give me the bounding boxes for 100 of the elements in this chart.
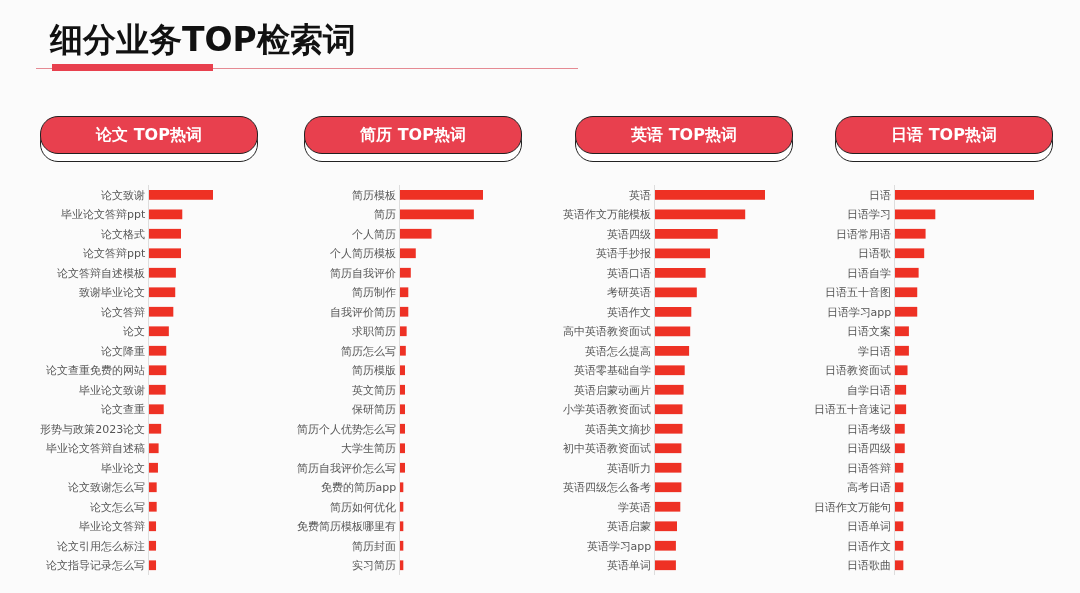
bar bbox=[149, 306, 174, 317]
bar bbox=[149, 423, 162, 434]
chart-title: 英语 TOP热词 bbox=[575, 116, 793, 154]
y-tick-label: 日语四级 bbox=[847, 442, 892, 456]
bar bbox=[655, 482, 682, 493]
y-tick-label: 日语常用语 bbox=[836, 227, 892, 241]
y-tick-label: 英语四级 bbox=[607, 227, 652, 241]
y-tick-label: 简历自我评价 bbox=[330, 266, 397, 280]
bar bbox=[149, 521, 157, 532]
y-tick-label: 日语五十音图 bbox=[825, 286, 892, 300]
bar bbox=[149, 345, 167, 356]
bar bbox=[895, 482, 904, 493]
bar bbox=[895, 345, 909, 356]
y-tick-label: 实习简历 bbox=[352, 559, 397, 573]
y-tick-label: 毕业论文答辩自述稿 bbox=[46, 442, 146, 456]
chart-title: 日语 TOP热词 bbox=[835, 116, 1053, 154]
y-tick-label: 英语作文 bbox=[607, 305, 652, 319]
y-tick-label: 英语启蒙 bbox=[607, 520, 652, 534]
bar bbox=[655, 306, 692, 317]
bar bbox=[895, 189, 1034, 200]
bar bbox=[655, 209, 746, 220]
bar bbox=[400, 306, 409, 317]
bar bbox=[655, 540, 676, 551]
bar bbox=[895, 560, 904, 571]
y-tick-label: 个人简历 bbox=[352, 227, 397, 241]
bar bbox=[895, 521, 904, 532]
y-tick-label: 日语文案 bbox=[847, 325, 892, 339]
y-tick-label: 高中英语教资面试 bbox=[563, 325, 652, 339]
bar bbox=[400, 287, 409, 298]
y-tick-label: 论文查重免费的网站 bbox=[46, 364, 146, 378]
y-tick-label: 论文指导记录怎么写 bbox=[46, 559, 146, 573]
bar bbox=[400, 462, 405, 473]
y-tick-label: 毕业论文致谢 bbox=[79, 383, 146, 397]
bar bbox=[400, 209, 474, 220]
y-tick-label: 大学生简历 bbox=[341, 442, 397, 456]
bar bbox=[895, 248, 925, 259]
y-tick-label: 日语五十音速记 bbox=[814, 403, 892, 417]
bar bbox=[149, 326, 169, 337]
bar bbox=[895, 267, 919, 278]
y-tick-label: 英语美文摘抄 bbox=[585, 422, 652, 436]
y-tick-label: 论文怎么写 bbox=[90, 500, 146, 514]
y-tick-label: 论文答辩 bbox=[101, 305, 146, 319]
y-tick-label: 免费简历模板哪里有 bbox=[297, 520, 397, 534]
y-tick-label: 英语口语 bbox=[607, 266, 652, 280]
y-tick-label: 日语作文 bbox=[847, 539, 892, 553]
y-tick-label: 简历如何优化 bbox=[330, 500, 397, 514]
y-tick-label: 日语歌 bbox=[858, 247, 892, 261]
bar bbox=[655, 189, 765, 200]
bar bbox=[400, 560, 404, 571]
bar bbox=[149, 248, 181, 259]
y-tick-label: 英语单词 bbox=[607, 559, 652, 573]
y-tick-label: 日语自学 bbox=[847, 266, 892, 280]
y-tick-label: 自我评价简历 bbox=[330, 305, 397, 319]
y-tick-label: 简历模板 bbox=[352, 188, 397, 202]
y-tick-label: 学日语 bbox=[858, 344, 892, 358]
bar bbox=[149, 404, 164, 415]
y-tick-label: 高考日语 bbox=[847, 481, 892, 495]
bar bbox=[400, 248, 416, 259]
y-tick-label: 英语学习app bbox=[586, 539, 652, 553]
bar bbox=[655, 384, 684, 395]
bar bbox=[655, 501, 681, 512]
y-tick-label: 简历个人优势怎么写 bbox=[297, 422, 397, 436]
y-tick-label: 论文致谢 bbox=[101, 188, 146, 202]
y-tick-label: 毕业论文答辩ppt bbox=[61, 208, 146, 222]
y-tick-label: 免费的简历app bbox=[320, 481, 397, 495]
y-tick-label: 英语 bbox=[629, 188, 652, 202]
y-tick-label: 英语启蒙动画片 bbox=[574, 383, 652, 397]
bar bbox=[149, 287, 176, 298]
bar bbox=[655, 326, 691, 337]
y-tick-label: 求职简历 bbox=[352, 325, 397, 339]
bar bbox=[149, 228, 181, 239]
bar bbox=[149, 462, 158, 473]
y-tick-label: 英语零基础自学 bbox=[574, 364, 652, 378]
y-tick-label: 英语作文万能模板 bbox=[563, 208, 652, 222]
bar bbox=[895, 423, 905, 434]
y-tick-label: 考研英语 bbox=[607, 286, 652, 300]
bar bbox=[895, 326, 909, 337]
y-tick-label: 简历怎么写 bbox=[341, 344, 397, 358]
y-tick-label: 保研简历 bbox=[352, 403, 397, 417]
bar bbox=[655, 248, 710, 259]
bar bbox=[655, 462, 682, 473]
bar bbox=[149, 267, 176, 278]
bar bbox=[655, 345, 690, 356]
y-tick-label: 论文降重 bbox=[101, 344, 146, 358]
bar bbox=[149, 384, 166, 395]
bar bbox=[655, 267, 706, 278]
bar bbox=[149, 209, 183, 220]
bar bbox=[149, 560, 157, 571]
y-tick-label: 论文引用怎么标注 bbox=[57, 539, 146, 553]
bar bbox=[400, 404, 405, 415]
bar bbox=[149, 365, 167, 376]
y-tick-label: 日语学习app bbox=[826, 305, 892, 319]
bar bbox=[400, 521, 404, 532]
y-tick-label: 简历 bbox=[374, 208, 397, 222]
y-tick-label: 论文答辩自述模板 bbox=[57, 266, 146, 280]
bar bbox=[655, 423, 683, 434]
bar bbox=[400, 482, 404, 493]
bar bbox=[149, 189, 213, 200]
text: 细分业务TOP检索词 bbox=[50, 19, 356, 61]
bar bbox=[895, 443, 905, 454]
